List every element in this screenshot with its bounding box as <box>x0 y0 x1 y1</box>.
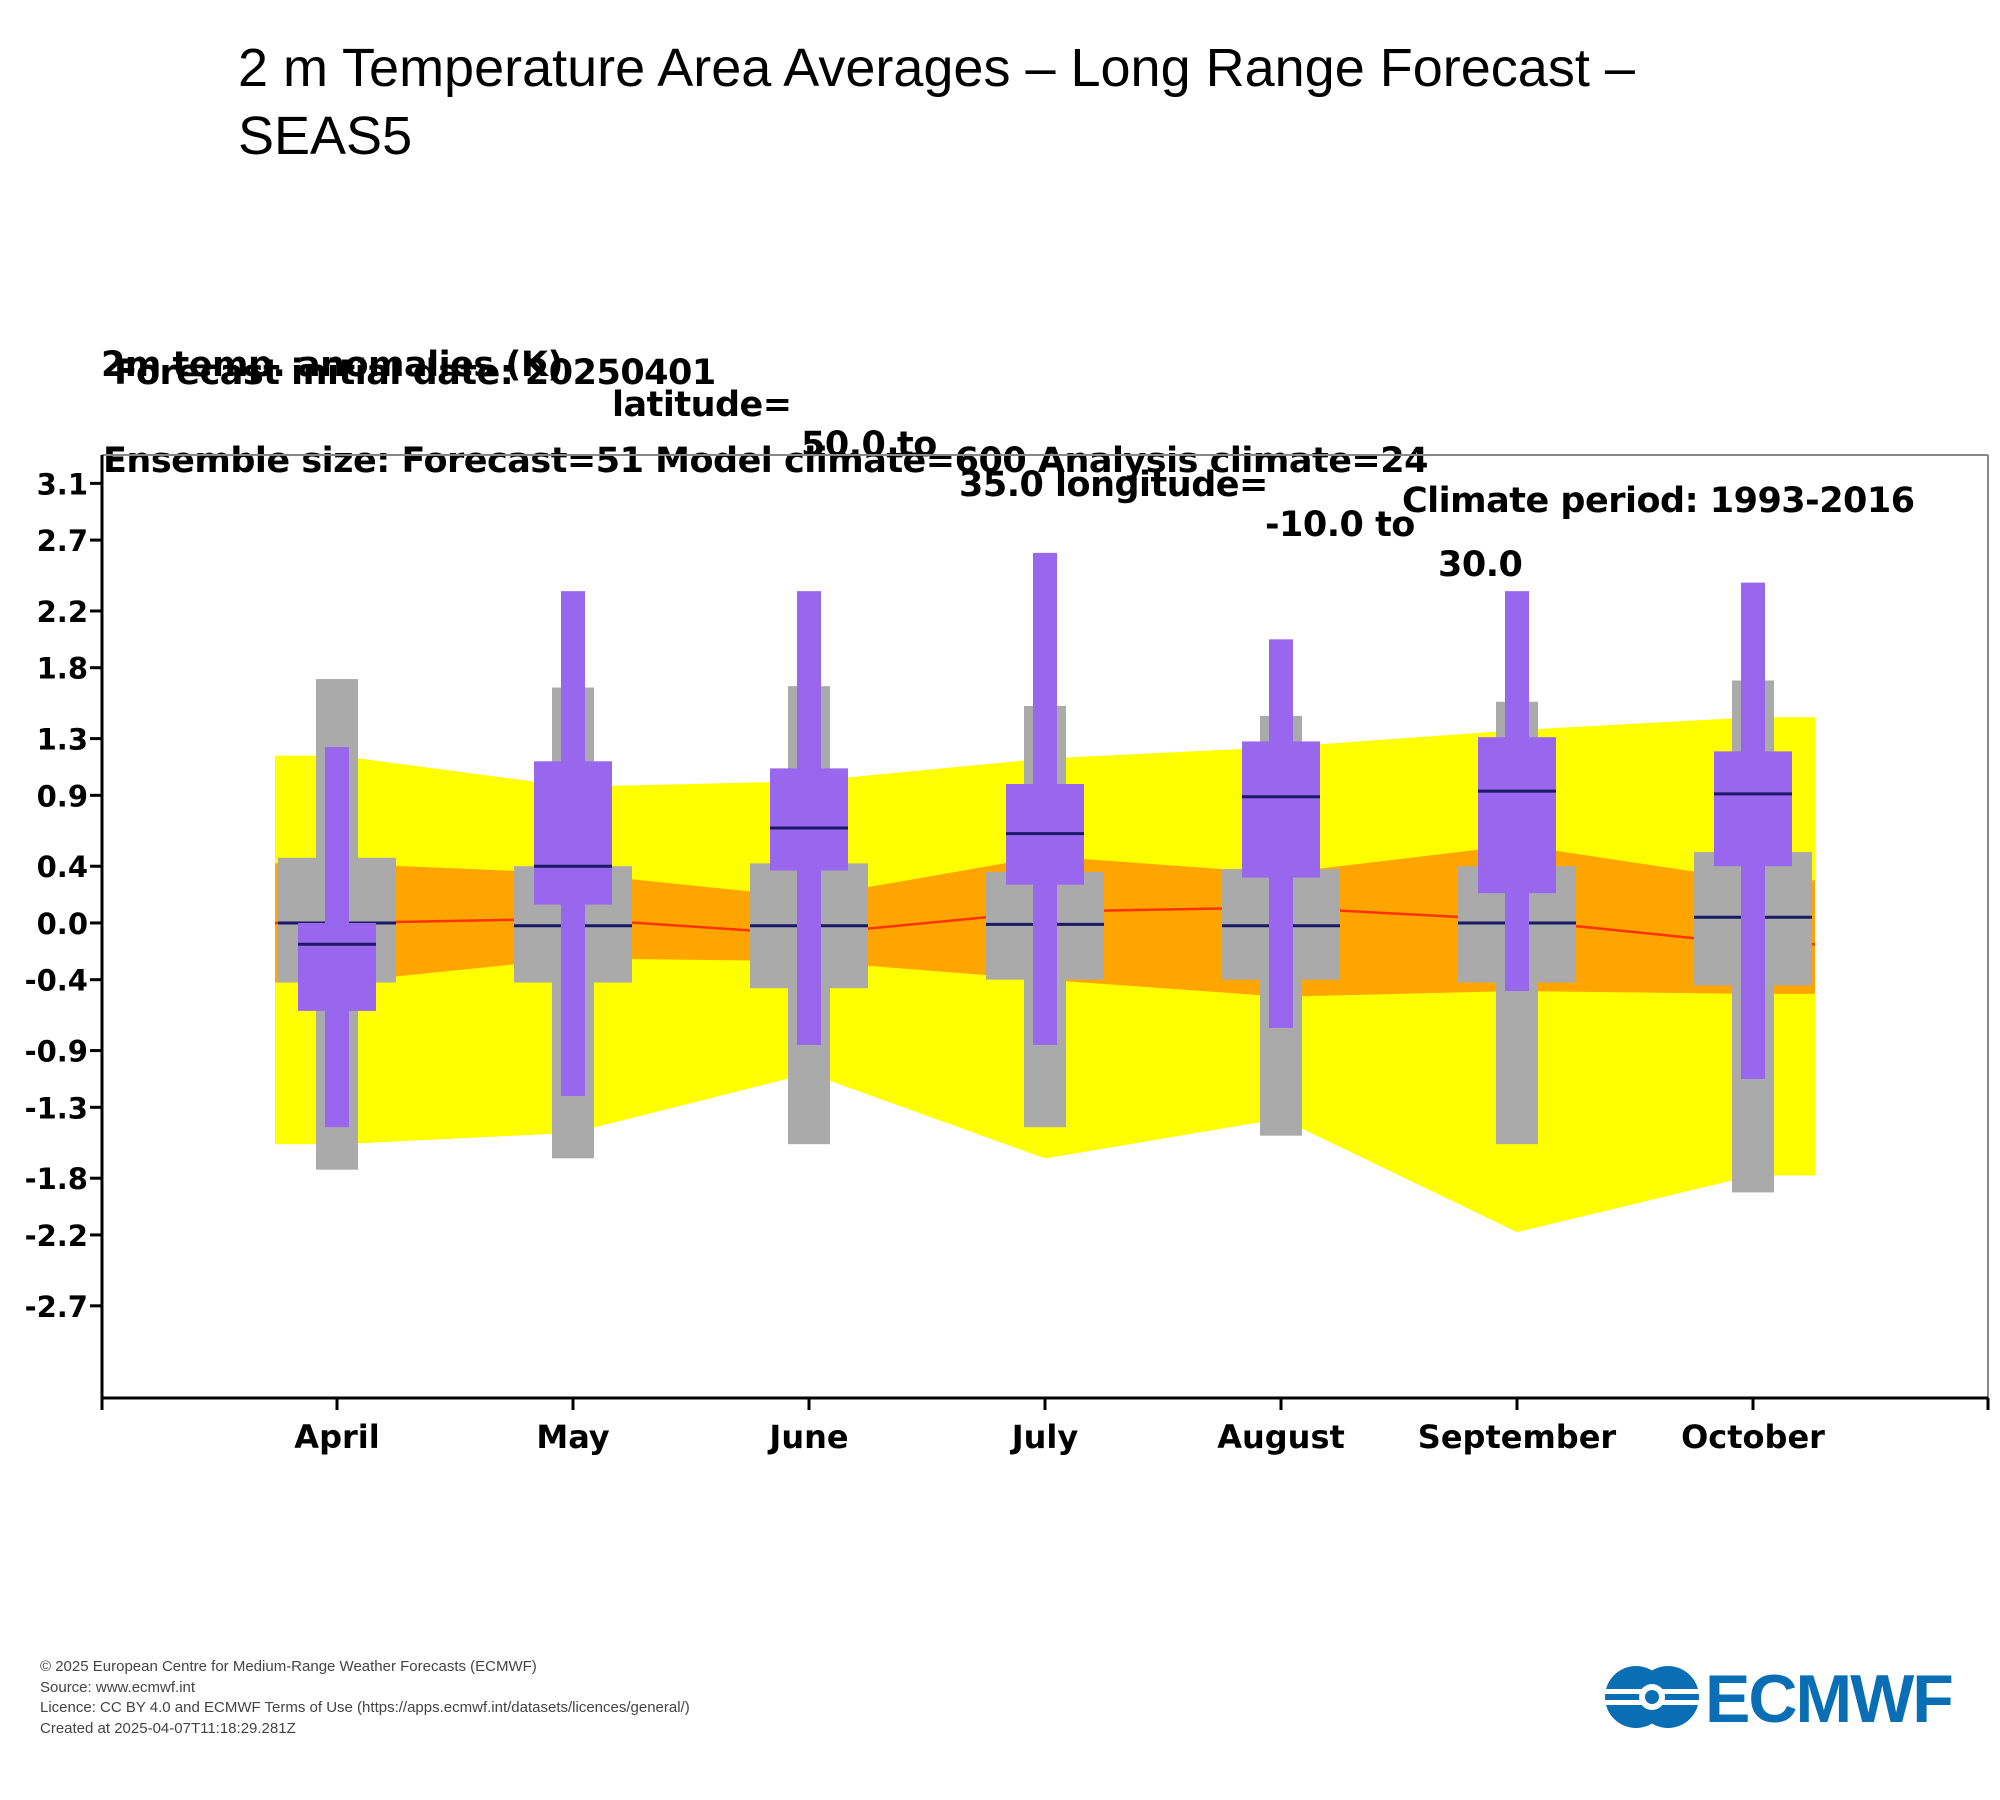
ecmwf-logo-icon: ECMWF <box>1605 1661 1954 1737</box>
chart-header-line-1: 2m temp. anomalies (K) latitude= 50.0 to… <box>0 305 1523 585</box>
y-tick-label: 1.3 <box>37 723 88 757</box>
y-tick-label: -0.4 <box>25 964 88 998</box>
x-category-label: September <box>1418 1418 1617 1456</box>
ecmwf-logo-text: ECMWF <box>1705 1662 1952 1732</box>
header-latitude-from: 50.0 to <box>801 425 937 465</box>
header-climate-period: Climate period: 1993-2016 <box>1402 481 1915 521</box>
forecast-box-september <box>1478 737 1556 894</box>
y-tick-label: 0.0 <box>37 907 88 941</box>
forecast-box-august <box>1242 741 1320 878</box>
forecast-box-october <box>1714 751 1792 867</box>
y-tick-label: 1.8 <box>37 652 88 686</box>
y-tick-label: 2.7 <box>37 524 88 558</box>
y-tick-label: -2.7 <box>25 1290 88 1324</box>
header-variable: 2m temp. anomalies (K) <box>101 345 564 385</box>
x-category-label: October <box>1681 1418 1825 1456</box>
footer-copyright: © 2025 European Centre for Medium-Range … <box>40 1658 537 1675</box>
x-category-label: April <box>294 1418 379 1456</box>
y-tick-label: 0.9 <box>37 779 88 813</box>
header-latitude-label: latitude= <box>612 385 792 425</box>
temperature-anomaly-chart: 3.1 2.7 2.2 1.8 1.3 0.9 0.4 0.0 -0.4 -0.9 -1.3 -1.8… <box>25 454 1990 1456</box>
y-tick-label: 0.4 <box>37 850 88 884</box>
footer-created: Created at 2025-04-07T11:18:29.281Z <box>40 1719 296 1737</box>
forecast-box-june <box>770 768 848 871</box>
y-tick-label: -0.9 <box>25 1035 88 1069</box>
ecmwf-logo: ECMWF <box>1605 1661 1985 1737</box>
y-tick-label: -1.8 <box>25 1162 88 1196</box>
y-tick-label: -2.2 <box>25 1219 88 1253</box>
header-latitude-to-longitude-label: 35.0 longitude= <box>959 465 1268 505</box>
chart-header-line-2: Forecast initial date: 20250401 <box>114 353 716 393</box>
page-title: 2 m Temperature Area Averages – Long Ran… <box>238 38 1635 166</box>
y-tick-label: 3.1 <box>37 467 88 501</box>
axes-layer: 3.1 2.7 2.2 1.8 1.3 0.9 0.4 0.0 -0.4 -0.9 -1.3 -1.8… <box>25 454 1990 1456</box>
x-category-label: June <box>767 1418 848 1456</box>
header-longitude-from: -10.0 to <box>1265 505 1415 545</box>
header-longitude-to: 30.0 <box>1438 545 1523 585</box>
y-tick-label: 2.2 <box>37 595 88 629</box>
x-category-label: August <box>1217 1418 1345 1456</box>
footer-licence: Licence: CC BY 4.0 and ECMWF Terms of Us… <box>40 1699 690 1716</box>
x-category-label: July <box>1010 1418 1079 1456</box>
forecast-layer <box>298 552 1792 1128</box>
forecast-box-may <box>534 761 612 905</box>
y-tick-label: -1.3 <box>25 1091 88 1125</box>
header-ensemble-size: Ensemble size: Forecast=51 Model climate… <box>103 441 1428 481</box>
footer-attribution: © 2025 European Centre for Medium-Range … <box>40 1657 690 1739</box>
forecast-box-april <box>298 922 376 1011</box>
x-category-label: May <box>536 1418 609 1456</box>
chart-header-line-3: Ensemble size: Forecast=51 Model climate… <box>0 401 1915 521</box>
footer-source: Source: www.ecmwf.int <box>40 1678 196 1696</box>
